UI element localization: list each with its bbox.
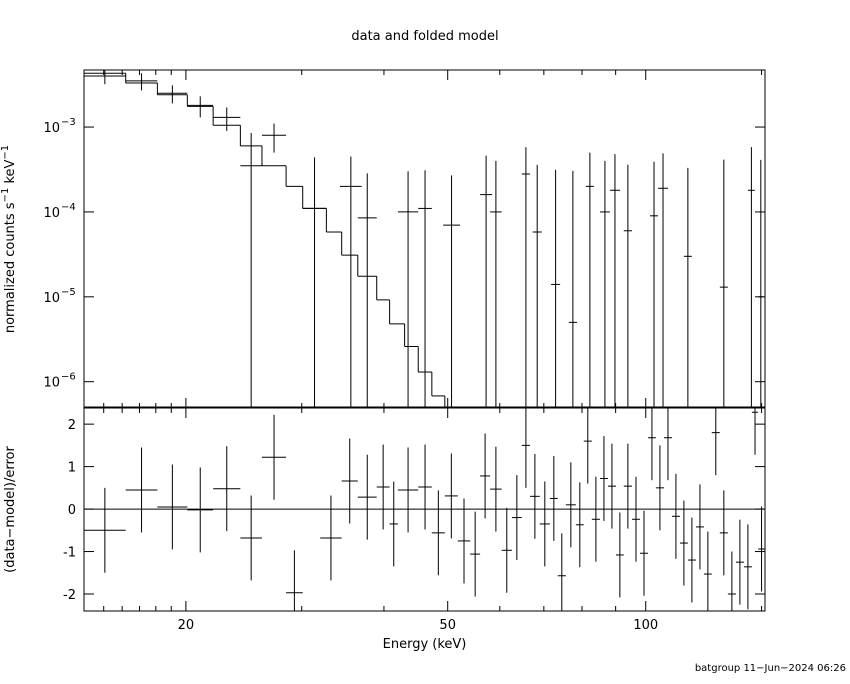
footer: batgroup 11−Jun−2024 06:26 bbox=[695, 663, 846, 674]
y-axis-label-part: keV bbox=[3, 159, 18, 187]
y-axis-label-exponent: −1 bbox=[0, 145, 11, 160]
x-tick-label: 20 bbox=[178, 618, 195, 633]
y-tick-label: 10 bbox=[43, 121, 60, 136]
y-tick-label: 1 bbox=[68, 461, 76, 476]
y-tick-exponent: −4 bbox=[61, 202, 76, 213]
y-tick-label: 10 bbox=[43, 376, 60, 391]
plot-area bbox=[84, 408, 765, 611]
x-tick-label: 100 bbox=[633, 618, 658, 633]
y-tick-label: 0 bbox=[68, 503, 76, 518]
y-axis-label: normalized counts s−1 keV−1 bbox=[0, 145, 18, 333]
x-axis-label: Energy (keV) bbox=[383, 637, 467, 652]
y-axis-label: (data−model)/error bbox=[3, 446, 18, 573]
y-tick-exponent: −3 bbox=[61, 117, 76, 128]
y-tick-label: 10 bbox=[43, 291, 60, 306]
y-tick-exponent: −5 bbox=[61, 287, 76, 298]
x-tick-label: 50 bbox=[439, 618, 456, 633]
y-axis-label-part: normalized counts s bbox=[3, 202, 18, 333]
chart-title: data and folded model bbox=[351, 29, 498, 44]
y-tick-label: 10 bbox=[43, 206, 60, 221]
plot-area bbox=[84, 70, 765, 408]
y-axis-label-exponent: −1 bbox=[0, 188, 11, 203]
y-tick-label: -2 bbox=[63, 588, 76, 603]
y-tick-exponent: −6 bbox=[61, 372, 76, 383]
y-tick-label: -1 bbox=[63, 546, 76, 561]
y-tick-label: 2 bbox=[68, 418, 76, 433]
